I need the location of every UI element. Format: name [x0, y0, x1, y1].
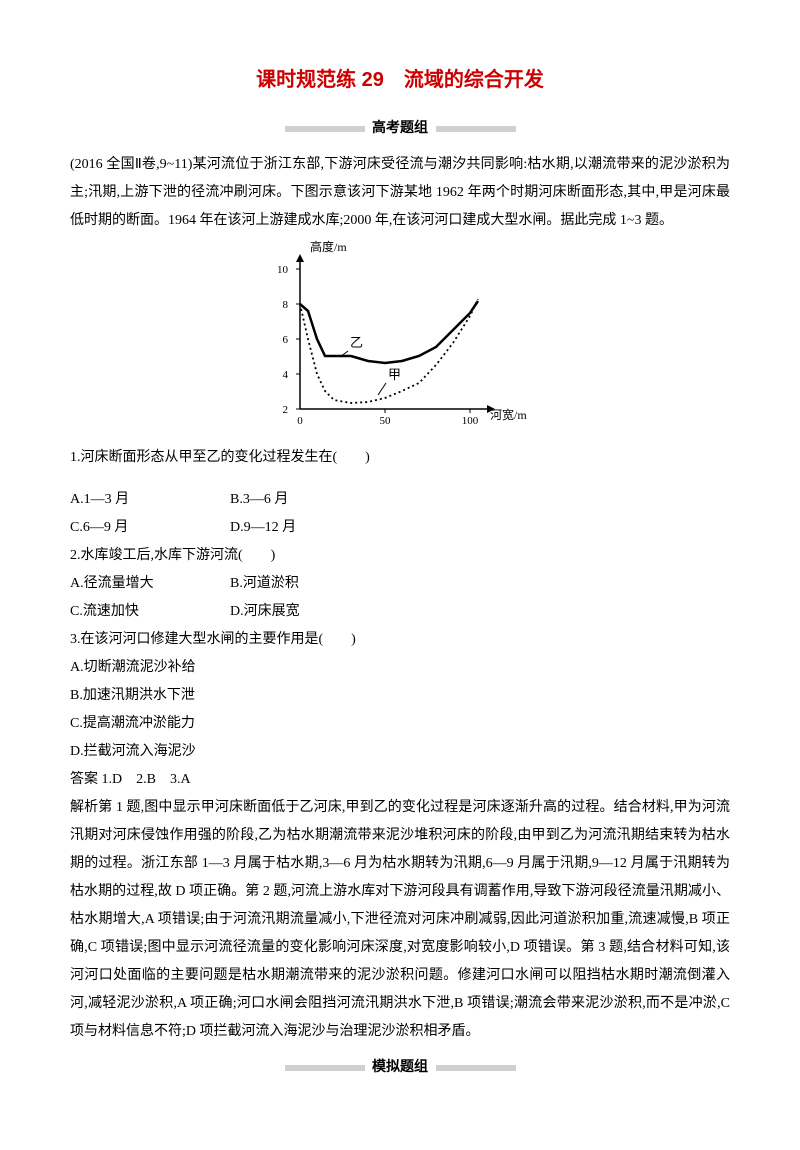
svg-text:100: 100: [462, 415, 479, 427]
svg-text:4: 4: [283, 369, 289, 381]
svg-text:河宽/m: 河宽/m: [490, 407, 527, 422]
svg-text:2: 2: [283, 404, 289, 416]
q2-option-b: B.河道淤积: [230, 570, 390, 598]
river-cross-section-chart: 高度/m 河宽/m 2 4 6 8 10 0 50 100 乙 甲: [260, 239, 540, 429]
svg-text:乙: 乙: [350, 335, 363, 350]
q3-text: 3.在该河河口修建大型水闸的主要作用是( ): [70, 626, 730, 654]
section-label: 高考题组: [372, 121, 428, 136]
q1-options-row2: C.6—9 月 D.9—12 月: [70, 514, 730, 542]
q3-option-d: D.拦截河流入海泥沙: [70, 738, 730, 766]
q2-option-c: C.流速加快: [70, 598, 230, 626]
q2-options-row1: A.径流量增大 B.河道淤积: [70, 570, 730, 598]
q2-option-a: A.径流量增大: [70, 570, 230, 598]
q1-option-d: D.9—12 月: [230, 514, 390, 542]
explanation: 解析第 1 题,图中显示甲河床断面低于乙河床,甲到乙的变化过程是河床逐渐升高的过…: [70, 794, 730, 1046]
svg-text:0: 0: [297, 415, 303, 427]
svg-text:甲: 甲: [388, 367, 401, 382]
chart-container: 高度/m 河宽/m 2 4 6 8 10 0 50 100 乙 甲: [70, 239, 730, 440]
q1-option-b: B.3—6 月: [230, 486, 390, 514]
q3-option-b: B.加速汛期洪水下泄: [70, 682, 730, 710]
q3-option-a: A.切断潮流泥沙补给: [70, 654, 730, 682]
section-label-moni: 模拟题组: [372, 1060, 428, 1075]
section-header-moni: 模拟题组: [70, 1054, 730, 1082]
page-title: 课时规范练 29 流域的综合开发: [70, 60, 730, 100]
q1-option-a: A.1—3 月: [70, 486, 230, 514]
q1-options-row1: A.1—3 月 B.3—6 月: [70, 486, 730, 514]
answers: 答案 1.D 2.B 3.A: [70, 766, 730, 794]
svg-text:高度/m: 高度/m: [310, 239, 347, 254]
q2-option-d: D.河床展宽: [230, 598, 390, 626]
svg-text:6: 6: [283, 334, 289, 346]
q2-text: 2.水库竣工后,水库下游河流( ): [70, 542, 730, 570]
q2-options-row2: C.流速加快 D.河床展宽: [70, 598, 730, 626]
svg-text:50: 50: [380, 415, 392, 427]
svg-text:10: 10: [277, 264, 289, 276]
q1-option-c: C.6—9 月: [70, 514, 230, 542]
intro-paragraph: (2016 全国Ⅱ卷,9~11)某河流位于浙江东部,下游河床受径流与潮汐共同影响…: [70, 151, 730, 235]
svg-text:8: 8: [283, 299, 289, 311]
q3-option-c: C.提高潮流冲淤能力: [70, 710, 730, 738]
q1-text: 1.河床断面形态从甲至乙的变化过程发生在( ): [70, 444, 370, 472]
section-header-gaokao: 高考题组: [70, 115, 730, 143]
